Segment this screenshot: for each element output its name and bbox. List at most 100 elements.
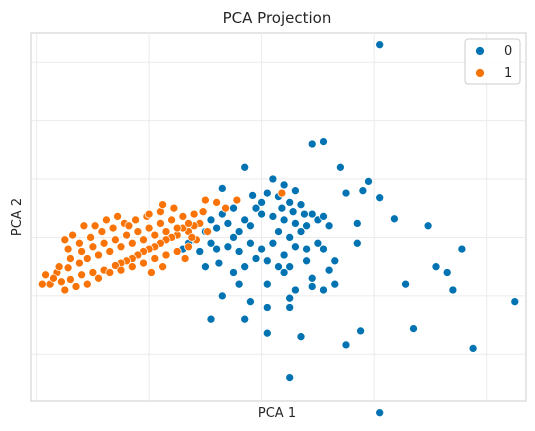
scatter-point-series-1 xyxy=(212,198,221,207)
scatter-point-series-0 xyxy=(195,247,205,256)
scatter-point-series-1 xyxy=(167,215,176,225)
scatter-point-series-0 xyxy=(375,40,385,50)
scatter-point-series-0 xyxy=(307,139,317,149)
series-1-points xyxy=(37,188,287,295)
scatter-point-series-1 xyxy=(108,223,118,233)
scatter-point-series-0 xyxy=(431,262,441,272)
scatter-point-series-0 xyxy=(246,238,255,248)
scatter-point-series-0 xyxy=(307,282,317,291)
scatter-point-series-0 xyxy=(217,291,227,301)
scatter-point-series-1 xyxy=(139,258,148,268)
scatter-point-series-0 xyxy=(510,297,520,307)
scatter-point-series-1 xyxy=(198,207,208,217)
scatter-point-series-0 xyxy=(302,221,311,231)
scatter-point-series-0 xyxy=(274,227,283,236)
scatter-point-series-1 xyxy=(102,215,111,225)
scatter-point-series-1 xyxy=(105,268,115,277)
scatter-point-series-1 xyxy=(172,247,182,256)
x-axis-label: PCA 1 xyxy=(258,406,296,421)
scatter-point-series-0 xyxy=(307,209,317,219)
scatter-point-series-1 xyxy=(66,275,75,284)
scatter-point-series-0 xyxy=(319,244,328,254)
scatter-point-series-0 xyxy=(240,215,250,225)
scatter-point-series-1 xyxy=(124,221,134,231)
scatter-point-series-1 xyxy=(147,268,156,277)
chart-title: PCA Projection xyxy=(223,9,332,27)
scatter-point-series-0 xyxy=(234,247,244,256)
scatter-point-series-1 xyxy=(184,219,193,228)
scatter-point-series-1 xyxy=(150,230,160,240)
scatter-point-series-1 xyxy=(37,279,47,289)
scatter-point-series-0 xyxy=(212,244,221,254)
scatter-point-series-0 xyxy=(291,242,300,252)
scatter-point-series-1 xyxy=(75,238,84,248)
scatter-point-series-1 xyxy=(41,270,50,280)
scatter-point-series-0 xyxy=(285,303,295,312)
series-0-points xyxy=(178,40,520,418)
scatter-point-series-1 xyxy=(203,227,212,236)
scatter-point-series-0 xyxy=(262,256,272,266)
scatter-point-series-0 xyxy=(302,244,311,254)
scatter-point-series-1 xyxy=(150,254,160,263)
scatter-point-series-1 xyxy=(116,265,126,275)
scatter-point-series-0 xyxy=(336,162,345,172)
scatter-point-series-0 xyxy=(257,244,266,254)
scatter-point-series-0 xyxy=(268,174,278,184)
scatter-point-series-1 xyxy=(187,233,197,242)
scatter-point-series-0 xyxy=(229,233,238,242)
scatter-point-series-1 xyxy=(99,238,109,248)
scatter-point-series-1 xyxy=(158,262,167,272)
scatter-point-series-0 xyxy=(285,373,295,382)
scatter-point-series-0 xyxy=(401,279,410,289)
scatter-point-series-0 xyxy=(300,209,309,219)
scatter-point-series-0 xyxy=(262,303,272,312)
scatter-point-series-1 xyxy=(90,221,100,231)
scatter-point-series-0 xyxy=(246,297,255,307)
y-axis-label: PCA 2 xyxy=(10,198,25,236)
scatter-point-series-0 xyxy=(277,203,287,213)
legend-label-1: 1 xyxy=(504,66,512,81)
scatter-point-series-0 xyxy=(285,198,295,207)
scatter-point-series-1 xyxy=(82,254,92,263)
legend: 0 1 xyxy=(464,38,521,85)
plot-area xyxy=(30,32,527,418)
scatter-point-series-0 xyxy=(229,268,238,277)
scatter-point-series-0 xyxy=(279,268,289,277)
scatter-point-series-0 xyxy=(251,203,261,213)
scatter-point-series-0 xyxy=(324,221,334,231)
scatter-point-series-1 xyxy=(94,273,103,283)
scatter-point-series-1 xyxy=(184,242,193,252)
scatter-point-series-0 xyxy=(330,256,340,266)
scatter-point-series-0 xyxy=(291,285,300,295)
scatter-point-series-0 xyxy=(341,188,351,198)
scatter-point-series-1 xyxy=(105,247,115,256)
scatter-point-series-0 xyxy=(262,188,272,198)
scatter-point-series-1 xyxy=(60,235,70,245)
scatter-point-series-1 xyxy=(161,227,171,236)
scatter-point-series-0 xyxy=(409,324,418,333)
scatter-point-series-1 xyxy=(97,227,107,236)
scatter-point-series-0 xyxy=(319,285,328,295)
gridlines xyxy=(31,33,526,401)
scatter-point-series-1 xyxy=(88,268,98,277)
scatter-point-series-0 xyxy=(324,265,334,275)
scatter-point-series-1 xyxy=(71,282,81,291)
scatter-point-series-0 xyxy=(442,268,452,277)
scatter-point-series-0 xyxy=(330,279,340,289)
scatter-point-series-1 xyxy=(94,250,103,260)
scatter-point-series-0 xyxy=(201,262,210,272)
scatter-point-series-1 xyxy=(116,242,126,252)
scatter-point-series-1 xyxy=(158,200,167,210)
scatter-point-series-0 xyxy=(291,186,300,196)
scatter-point-series-0 xyxy=(307,273,317,283)
scatter-point-series-1 xyxy=(111,235,120,245)
scatter-point-series-0 xyxy=(341,340,351,350)
scatter-point-series-0 xyxy=(319,212,328,221)
scatter-point-series-0 xyxy=(291,219,300,228)
scatter-point-series-1 xyxy=(68,230,77,240)
scatter-point-series-1 xyxy=(169,203,179,213)
scatter-point-series-0 xyxy=(296,332,306,342)
scatter-point-series-0 xyxy=(214,258,224,268)
scatter-point-series-1 xyxy=(127,262,137,272)
scatter-point-series-0 xyxy=(206,215,216,225)
